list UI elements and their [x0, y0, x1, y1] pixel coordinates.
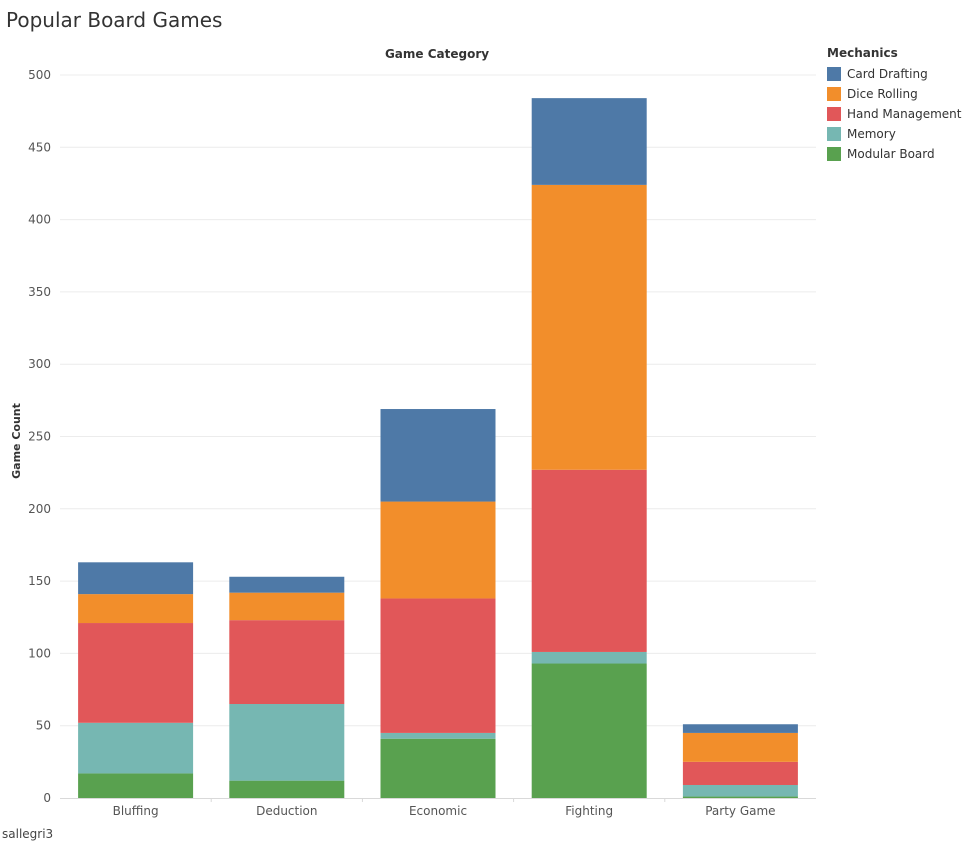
legend-swatch [827, 147, 841, 161]
bar-segment [78, 773, 194, 798]
bar-segment [380, 732, 496, 739]
y-tick-label: 350 [28, 285, 51, 299]
bar-segment [78, 594, 194, 624]
stacked-bar-chart: 0 50 100 150 200 250 300 350 400 450 500 Game Categ… [10, 47, 816, 818]
legend-item[interactable]: Dice Rolling [827, 84, 961, 104]
bar-segment [380, 501, 496, 599]
page-title: Popular Board Games [6, 8, 223, 32]
y-axis-label: Game Count [10, 403, 23, 479]
bar-segment [682, 732, 798, 762]
bar-segment [229, 780, 345, 798]
legend-item[interactable]: Modular Board [827, 144, 961, 164]
legend-label: Memory [847, 127, 896, 141]
y-tick-label: 0 [43, 791, 51, 805]
x-tick-label: Deduction [256, 804, 317, 818]
y-tick-label: 500 [28, 68, 51, 82]
y-tick-label: 200 [28, 502, 51, 516]
legend-label: Card Drafting [847, 67, 928, 81]
legend-title: Mechanics [827, 46, 898, 60]
legend-item[interactable]: Memory [827, 124, 961, 144]
footer-credit: sallegri3 [2, 827, 54, 841]
y-tick-label: 400 [28, 213, 51, 227]
bar-segment [682, 796, 798, 798]
legend-label: Hand Management [847, 107, 962, 121]
x-tick-label: Fighting [565, 804, 613, 818]
bar-segment [229, 620, 345, 705]
y-tick-label: 450 [28, 140, 51, 154]
bar-segment [380, 738, 496, 798]
x-tick-label: Party Game [705, 804, 775, 818]
legend: Mechanics Card Drafting Dice Rolling Hand … [827, 46, 961, 164]
bar-segment [682, 784, 798, 797]
y-tick-label: 300 [28, 357, 51, 371]
bar-segment [78, 562, 194, 595]
legend-swatch [827, 87, 841, 101]
bar-segment [531, 651, 647, 664]
legend-swatch [827, 127, 841, 141]
bar-segment [229, 592, 345, 621]
bar-segment [682, 724, 798, 733]
legend-swatch [827, 107, 841, 121]
column-header: Game Category [385, 47, 489, 61]
bar-segment [380, 409, 496, 502]
bar-segment [78, 722, 194, 774]
bar-segment [229, 704, 345, 781]
legend-item[interactable]: Hand Management [827, 104, 961, 124]
legend-item[interactable]: Card Drafting [827, 64, 961, 84]
legend-label: Modular Board [847, 147, 935, 161]
y-tick-label: 150 [28, 574, 51, 588]
bar-segment [531, 469, 647, 652]
bar-segment [531, 663, 647, 798]
bar-segment [229, 576, 345, 593]
y-tick-label: 250 [28, 430, 51, 444]
bar-segment [531, 98, 647, 185]
bar-segment [380, 598, 496, 733]
y-tick-label: 50 [36, 719, 51, 733]
bar-segment [78, 623, 194, 723]
bar-segment [682, 761, 798, 785]
bar-segment [531, 184, 647, 470]
x-tick-label: Economic [409, 804, 467, 818]
legend-swatch [827, 67, 841, 81]
y-tick-label: 100 [28, 646, 51, 660]
x-tick-label: Bluffing [113, 804, 159, 818]
legend-label: Dice Rolling [847, 87, 918, 101]
